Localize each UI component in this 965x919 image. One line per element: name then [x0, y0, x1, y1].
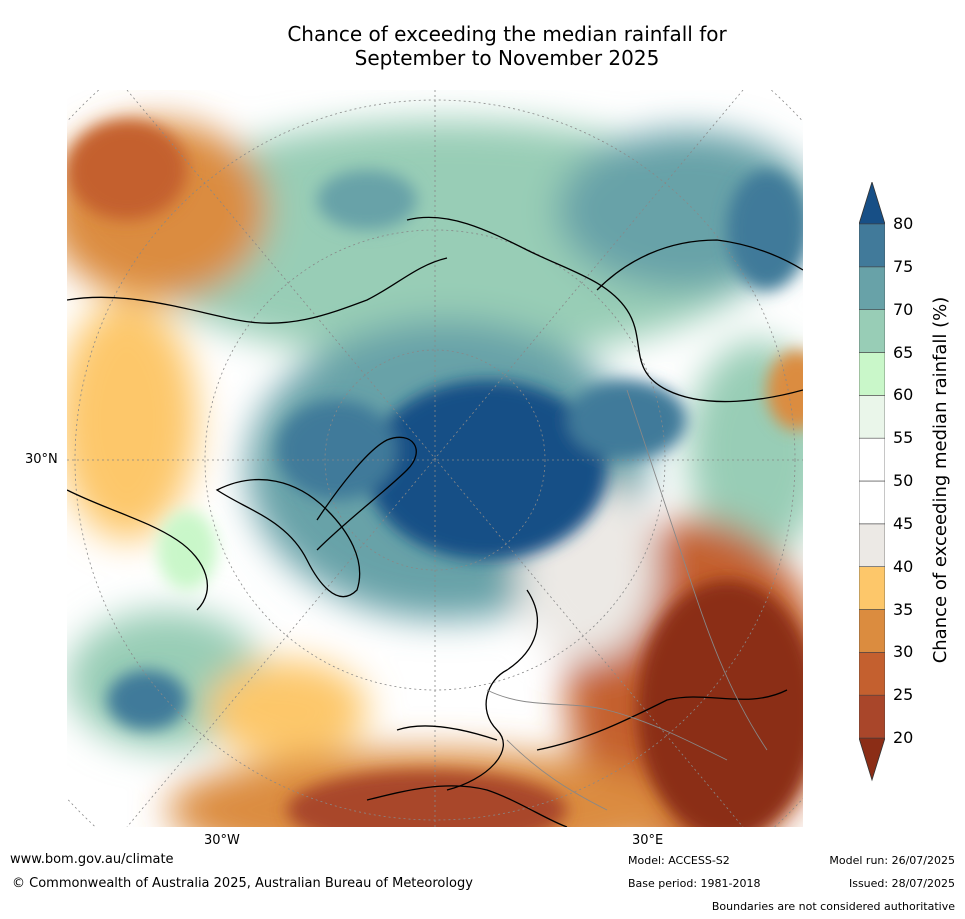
colorbar-band: [859, 480, 885, 525]
footer-base-period: Base period: 1981-2018: [628, 877, 761, 890]
rainfall-field-detail: [67, 120, 803, 827]
colorbar-band: [859, 694, 885, 739]
colorbar-tick-label: 70: [893, 299, 914, 319]
footer-disclaimer: Boundaries are not considered authoritat…: [711, 900, 955, 913]
colorbar-tick-label: 75: [893, 256, 914, 276]
footer-website[interactable]: www.bom.gov.au/climate: [10, 852, 174, 867]
coastlines: [67, 216, 803, 827]
colorbar-tick-label: 50: [893, 471, 914, 490]
colorbar-tick-label: 35: [893, 599, 914, 619]
colorbar-band: [859, 223, 885, 268]
colorbar-tick-label: 20: [893, 728, 914, 747]
title-line-2: September to November 2025: [354, 46, 660, 70]
colorbar-band: [859, 566, 885, 610]
colorbar-band: [859, 609, 885, 653]
lon-label-30e: 30°E: [632, 833, 664, 848]
footer-model: Model: ACCESS-S2: [628, 854, 730, 867]
colorbar-band: [859, 352, 885, 396]
lon-label-30w: 30°W: [204, 833, 240, 848]
colorbar-arrow-top: [859, 182, 885, 225]
colorbar-tick-label: 80: [893, 214, 914, 233]
colorbar-band: [859, 652, 885, 696]
colorbar-tick-label: 40: [893, 556, 914, 576]
colorbar-tick-label: 45: [893, 513, 914, 533]
colorbar-band: [859, 395, 885, 439]
colorbar-band: [859, 437, 885, 482]
chart-title: Chance of exceeding the median rainfall …: [0, 22, 965, 70]
colorbar-tick-label: 60: [893, 385, 914, 405]
colorbar-label: Chance of exceeding median rainfall (%): [930, 296, 951, 664]
footer-model-run: Model run: 26/07/2025: [829, 854, 955, 867]
colorbar-tick-label: 30: [893, 642, 914, 662]
colorbar: [859, 182, 885, 782]
colorbar-tick-label: 25: [893, 685, 914, 705]
probability-map: [67, 90, 803, 827]
footer-issued: Issued: 28/07/2025: [848, 877, 955, 890]
map-canvas: [67, 90, 803, 827]
country-borders: [486, 389, 768, 811]
colorbar-arrow-bottom: [859, 737, 885, 782]
graticule: [67, 90, 803, 827]
title-line-1: Chance of exceeding the median rainfall …: [287, 22, 727, 46]
footer-copyright: © Commonwealth of Australia 2025, Austra…: [12, 876, 473, 891]
colorbar-band: [859, 266, 885, 310]
colorbar-band: [859, 523, 885, 567]
lat-label-30n: 30°N: [25, 452, 58, 467]
colorbar-bands: [859, 223, 885, 739]
colorbar-tick-label: 65: [893, 342, 914, 362]
colorbar-band: [859, 309, 885, 353]
colorbar-tick-label: 55: [893, 428, 914, 448]
